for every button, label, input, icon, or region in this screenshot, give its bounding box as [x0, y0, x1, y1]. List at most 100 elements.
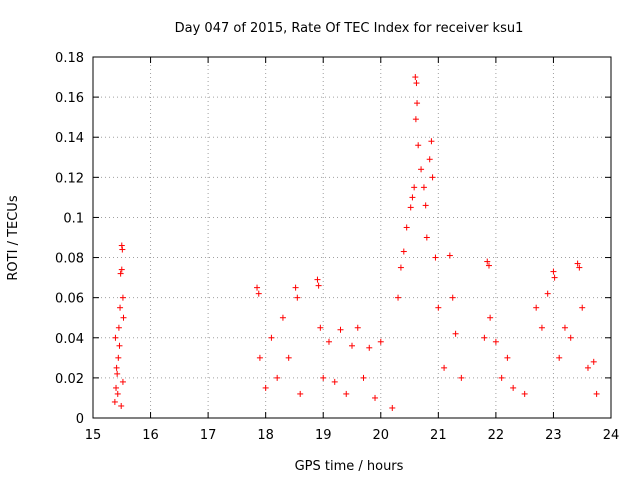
y-tick-label: 0	[76, 412, 84, 427]
data-point	[292, 284, 299, 291]
data-point	[118, 266, 125, 273]
data-point	[409, 194, 416, 201]
data-point	[268, 334, 275, 341]
data-point	[320, 374, 327, 381]
x-tick-label: 21	[430, 428, 447, 443]
chart-title: Day 047 of 2015, Rate Of TEC Index for r…	[175, 21, 524, 36]
data-point	[297, 390, 304, 397]
data-point	[484, 258, 491, 265]
data-point	[366, 344, 373, 351]
data-point	[418, 166, 425, 173]
data-point	[325, 338, 332, 345]
data-point	[120, 314, 127, 321]
data-point	[119, 378, 126, 385]
data-point	[411, 184, 418, 191]
data-point	[584, 364, 591, 371]
data-point	[119, 246, 126, 253]
data-point	[116, 342, 123, 349]
data-point	[112, 334, 119, 341]
data-point	[498, 374, 505, 381]
data-point	[117, 304, 124, 311]
data-point	[426, 156, 433, 163]
data-point	[504, 354, 511, 361]
y-tick-label: 0.06	[55, 292, 84, 307]
data-point	[113, 384, 120, 391]
data-point	[254, 284, 261, 291]
data-point	[432, 254, 439, 261]
data-point	[111, 398, 118, 405]
data-point	[574, 260, 581, 267]
x-tick-label: 23	[545, 428, 562, 443]
data-point	[118, 242, 125, 249]
data-point	[314, 276, 321, 283]
data-point	[420, 184, 427, 191]
data-point	[407, 204, 414, 211]
data-point	[274, 374, 281, 381]
y-tick-label: 0.04	[55, 332, 84, 347]
data-point	[262, 384, 269, 391]
data-point	[115, 354, 122, 361]
data-point	[403, 224, 410, 231]
data-point	[372, 394, 379, 401]
data-point	[544, 290, 551, 297]
data-point	[377, 338, 384, 345]
data-point	[429, 174, 436, 181]
data-point	[449, 294, 456, 301]
y-tick-label: 0.14	[55, 131, 84, 146]
data-point	[114, 370, 121, 377]
data-point	[579, 304, 586, 311]
data-point	[119, 294, 126, 301]
plot-frame	[92, 56, 612, 419]
y-tick-label: 0.18	[55, 51, 84, 66]
data-point	[521, 390, 528, 397]
data-point	[576, 264, 583, 271]
data-point	[118, 402, 125, 409]
data-point	[485, 262, 492, 269]
data-point	[315, 282, 322, 289]
data-point	[550, 268, 557, 275]
x-tick-label: 20	[373, 428, 390, 443]
y-axis-label: ROTI / TECUs	[6, 195, 21, 280]
data-point	[593, 390, 600, 397]
x-tick-label: 15	[85, 428, 102, 443]
data-point	[255, 290, 262, 297]
y-tick-label: 0.12	[55, 171, 84, 186]
x-tick-label: 16	[142, 428, 159, 443]
data-point	[115, 324, 122, 331]
data-point	[458, 374, 465, 381]
data-point	[412, 74, 419, 81]
data-point	[492, 338, 499, 345]
data-point	[349, 342, 355, 349]
x-tick-label: 18	[257, 428, 274, 443]
grid-layer	[93, 57, 611, 418]
data-point	[397, 264, 404, 271]
data-point	[452, 330, 459, 337]
data-point	[510, 384, 517, 391]
data-point	[428, 138, 435, 145]
data-point	[113, 364, 120, 371]
data-point	[279, 314, 286, 321]
data-point	[551, 274, 558, 281]
data-point	[533, 304, 540, 311]
data-point	[423, 234, 430, 241]
data-point	[415, 142, 422, 149]
y-tick-label: 0.02	[55, 372, 84, 387]
data-point	[538, 324, 545, 331]
data-point	[412, 116, 419, 123]
data-point	[446, 252, 453, 259]
data-point	[360, 374, 367, 381]
axis-ticks: 15 16 17 18 19 20 21 22 23 24 0 0.02 0.04 0.06 0.08 0.1…	[55, 51, 619, 443]
data-point	[414, 100, 421, 107]
y-tick-label: 0.16	[55, 91, 84, 106]
data-point	[400, 248, 407, 255]
data-point	[567, 334, 574, 341]
y-tick-label: 0.1	[63, 211, 84, 226]
y-tick-label: 0.08	[55, 252, 84, 267]
x-tick-label: 19	[315, 428, 332, 443]
data-point	[395, 294, 402, 301]
data-point	[285, 354, 292, 361]
data-point	[481, 334, 488, 341]
data-point	[435, 304, 442, 311]
data-point	[317, 324, 324, 331]
